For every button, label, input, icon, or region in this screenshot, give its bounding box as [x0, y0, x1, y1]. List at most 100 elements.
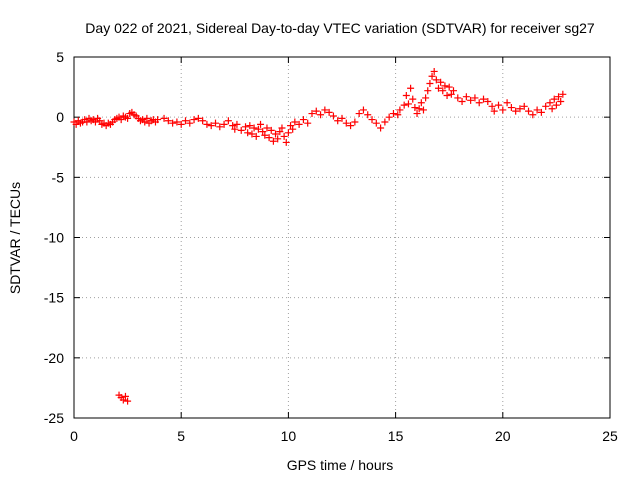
data-point — [177, 120, 185, 128]
data-point — [471, 94, 479, 102]
data-point — [443, 92, 451, 100]
y-tick-label: 0 — [56, 109, 64, 125]
data-point — [173, 118, 181, 126]
data-point — [257, 120, 265, 128]
data-point — [143, 114, 151, 122]
data-point — [434, 84, 442, 92]
data-point — [280, 132, 288, 140]
data-point — [507, 104, 515, 112]
data-point — [394, 111, 402, 119]
data-point — [338, 114, 346, 122]
data-point — [377, 124, 385, 132]
data-point — [259, 128, 267, 136]
y-axis-label: SDTVAR / TECUs — [7, 182, 23, 294]
data-point — [242, 123, 250, 131]
data-point — [432, 76, 440, 84]
data-point — [169, 119, 177, 127]
y-tick-label: -5 — [52, 169, 65, 185]
data-point — [186, 119, 194, 127]
data-point — [254, 125, 262, 133]
data-point — [488, 102, 496, 110]
data-point — [284, 129, 292, 137]
data-point — [484, 98, 492, 106]
data-point — [490, 107, 498, 115]
data-point — [317, 111, 325, 119]
data-point — [272, 130, 280, 138]
data-point — [308, 110, 316, 118]
data-point — [437, 78, 445, 86]
data-point — [409, 95, 417, 103]
data-point — [454, 94, 462, 102]
data-point — [351, 118, 359, 126]
data-point — [458, 98, 466, 106]
y-tick-label: 5 — [56, 49, 64, 65]
data-point — [372, 119, 380, 127]
data-point — [552, 101, 560, 109]
data-point — [424, 87, 432, 95]
data-point — [212, 119, 220, 127]
data-point — [117, 116, 125, 124]
data-point — [124, 114, 132, 122]
data-point — [400, 101, 408, 109]
data-point — [246, 122, 254, 130]
data-point — [419, 106, 427, 114]
data-point — [231, 125, 239, 133]
data-point — [269, 137, 277, 145]
data-point — [96, 117, 104, 125]
data-point — [533, 106, 541, 114]
data-point — [194, 114, 202, 122]
data-point — [445, 83, 453, 91]
data-point — [499, 106, 507, 114]
data-point — [516, 105, 524, 113]
data-point — [422, 94, 430, 102]
data-point — [385, 113, 393, 121]
chart-title: Day 022 of 2021, Sidereal Day-to-day VTE… — [85, 20, 595, 36]
data-point — [555, 93, 563, 101]
x-tick-label: 10 — [281, 428, 297, 444]
data-point — [462, 93, 470, 101]
data-point — [295, 120, 303, 128]
data-point — [368, 116, 376, 124]
data-point — [278, 124, 286, 132]
data-point — [220, 120, 228, 128]
data-point — [404, 100, 412, 108]
data-point — [495, 101, 503, 109]
x-tick-label: 25 — [602, 428, 618, 444]
data-point — [267, 126, 275, 134]
data-point — [299, 116, 307, 124]
data-point — [190, 116, 198, 124]
data-point — [520, 102, 528, 110]
data-point — [557, 98, 565, 106]
x-tick-label: 15 — [388, 428, 404, 444]
data-point — [347, 122, 355, 130]
data-point — [119, 396, 127, 404]
data-point — [449, 87, 457, 95]
x-tick-label: 20 — [495, 428, 511, 444]
data-point — [537, 108, 545, 116]
x-axis-label: GPS time / hours — [287, 457, 394, 473]
data-point — [402, 92, 410, 100]
data-point — [160, 114, 168, 122]
data-point — [233, 120, 241, 128]
data-point — [203, 120, 211, 128]
data-point — [304, 119, 312, 127]
data-point — [91, 118, 99, 126]
data-point — [72, 120, 80, 128]
data-point — [475, 99, 483, 107]
data-point — [229, 122, 237, 130]
y-tick-label: -25 — [44, 410, 64, 426]
data-point — [417, 99, 425, 107]
data-point — [252, 132, 260, 140]
tick-labels: 0 5 10 15 20 25 5 0 -5 -10 -15 -20 -25 — [44, 49, 618, 444]
data-point — [181, 117, 189, 125]
data-point — [396, 106, 404, 114]
data-point — [164, 117, 172, 125]
y-tick-label: -15 — [44, 290, 64, 306]
data-points — [70, 67, 567, 405]
data-point — [548, 105, 556, 113]
data-point — [529, 111, 537, 119]
data-point — [503, 99, 511, 107]
data-point — [525, 107, 533, 115]
data-point — [250, 124, 258, 132]
axes — [73, 56, 611, 419]
